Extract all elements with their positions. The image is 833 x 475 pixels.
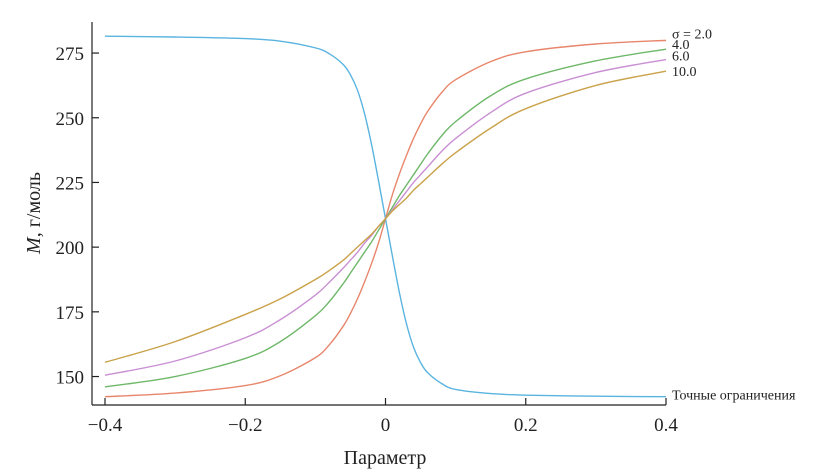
- axes: [91, 22, 666, 406]
- y-axis-title-unit: , г/моль: [23, 172, 45, 237]
- y-tick-label: 200: [56, 238, 85, 259]
- series-label-4: 10.0: [672, 65, 697, 80]
- y-tick-label: 250: [56, 109, 85, 130]
- series-label-0: Точные ограничения: [672, 389, 796, 404]
- x-tick-label: −0.2: [228, 415, 262, 436]
- series-label-2: 4.0: [672, 38, 690, 53]
- x-tick-label: −0.4: [88, 415, 123, 436]
- y-axis-title-symbol: M: [23, 236, 45, 255]
- series-label-1: σ = 2.0: [672, 27, 712, 42]
- y-tick-label: 225: [56, 173, 85, 194]
- x-axis-title: Параметр: [344, 447, 427, 469]
- x-tick-label: 0.4: [654, 415, 678, 436]
- ticks: −0.4 −0.2 0 0.2 0.4 150 175 200 225 250 275: [56, 44, 679, 436]
- series-group: [104, 35, 667, 398]
- y-tick-label: 175: [56, 303, 85, 324]
- x-tick-label: 0.2: [514, 415, 538, 436]
- series-line-4: [104, 70, 667, 363]
- series-label-3: 6.0: [672, 50, 690, 65]
- y-axis-title: M, г/моль: [23, 172, 45, 255]
- y-tick-label: 150: [56, 368, 85, 389]
- y-tick-label: 275: [56, 44, 85, 65]
- series-labels: Точные ограничения σ = 2.04.06.010.0: [672, 27, 796, 403]
- x-tick-label: 0: [381, 415, 391, 436]
